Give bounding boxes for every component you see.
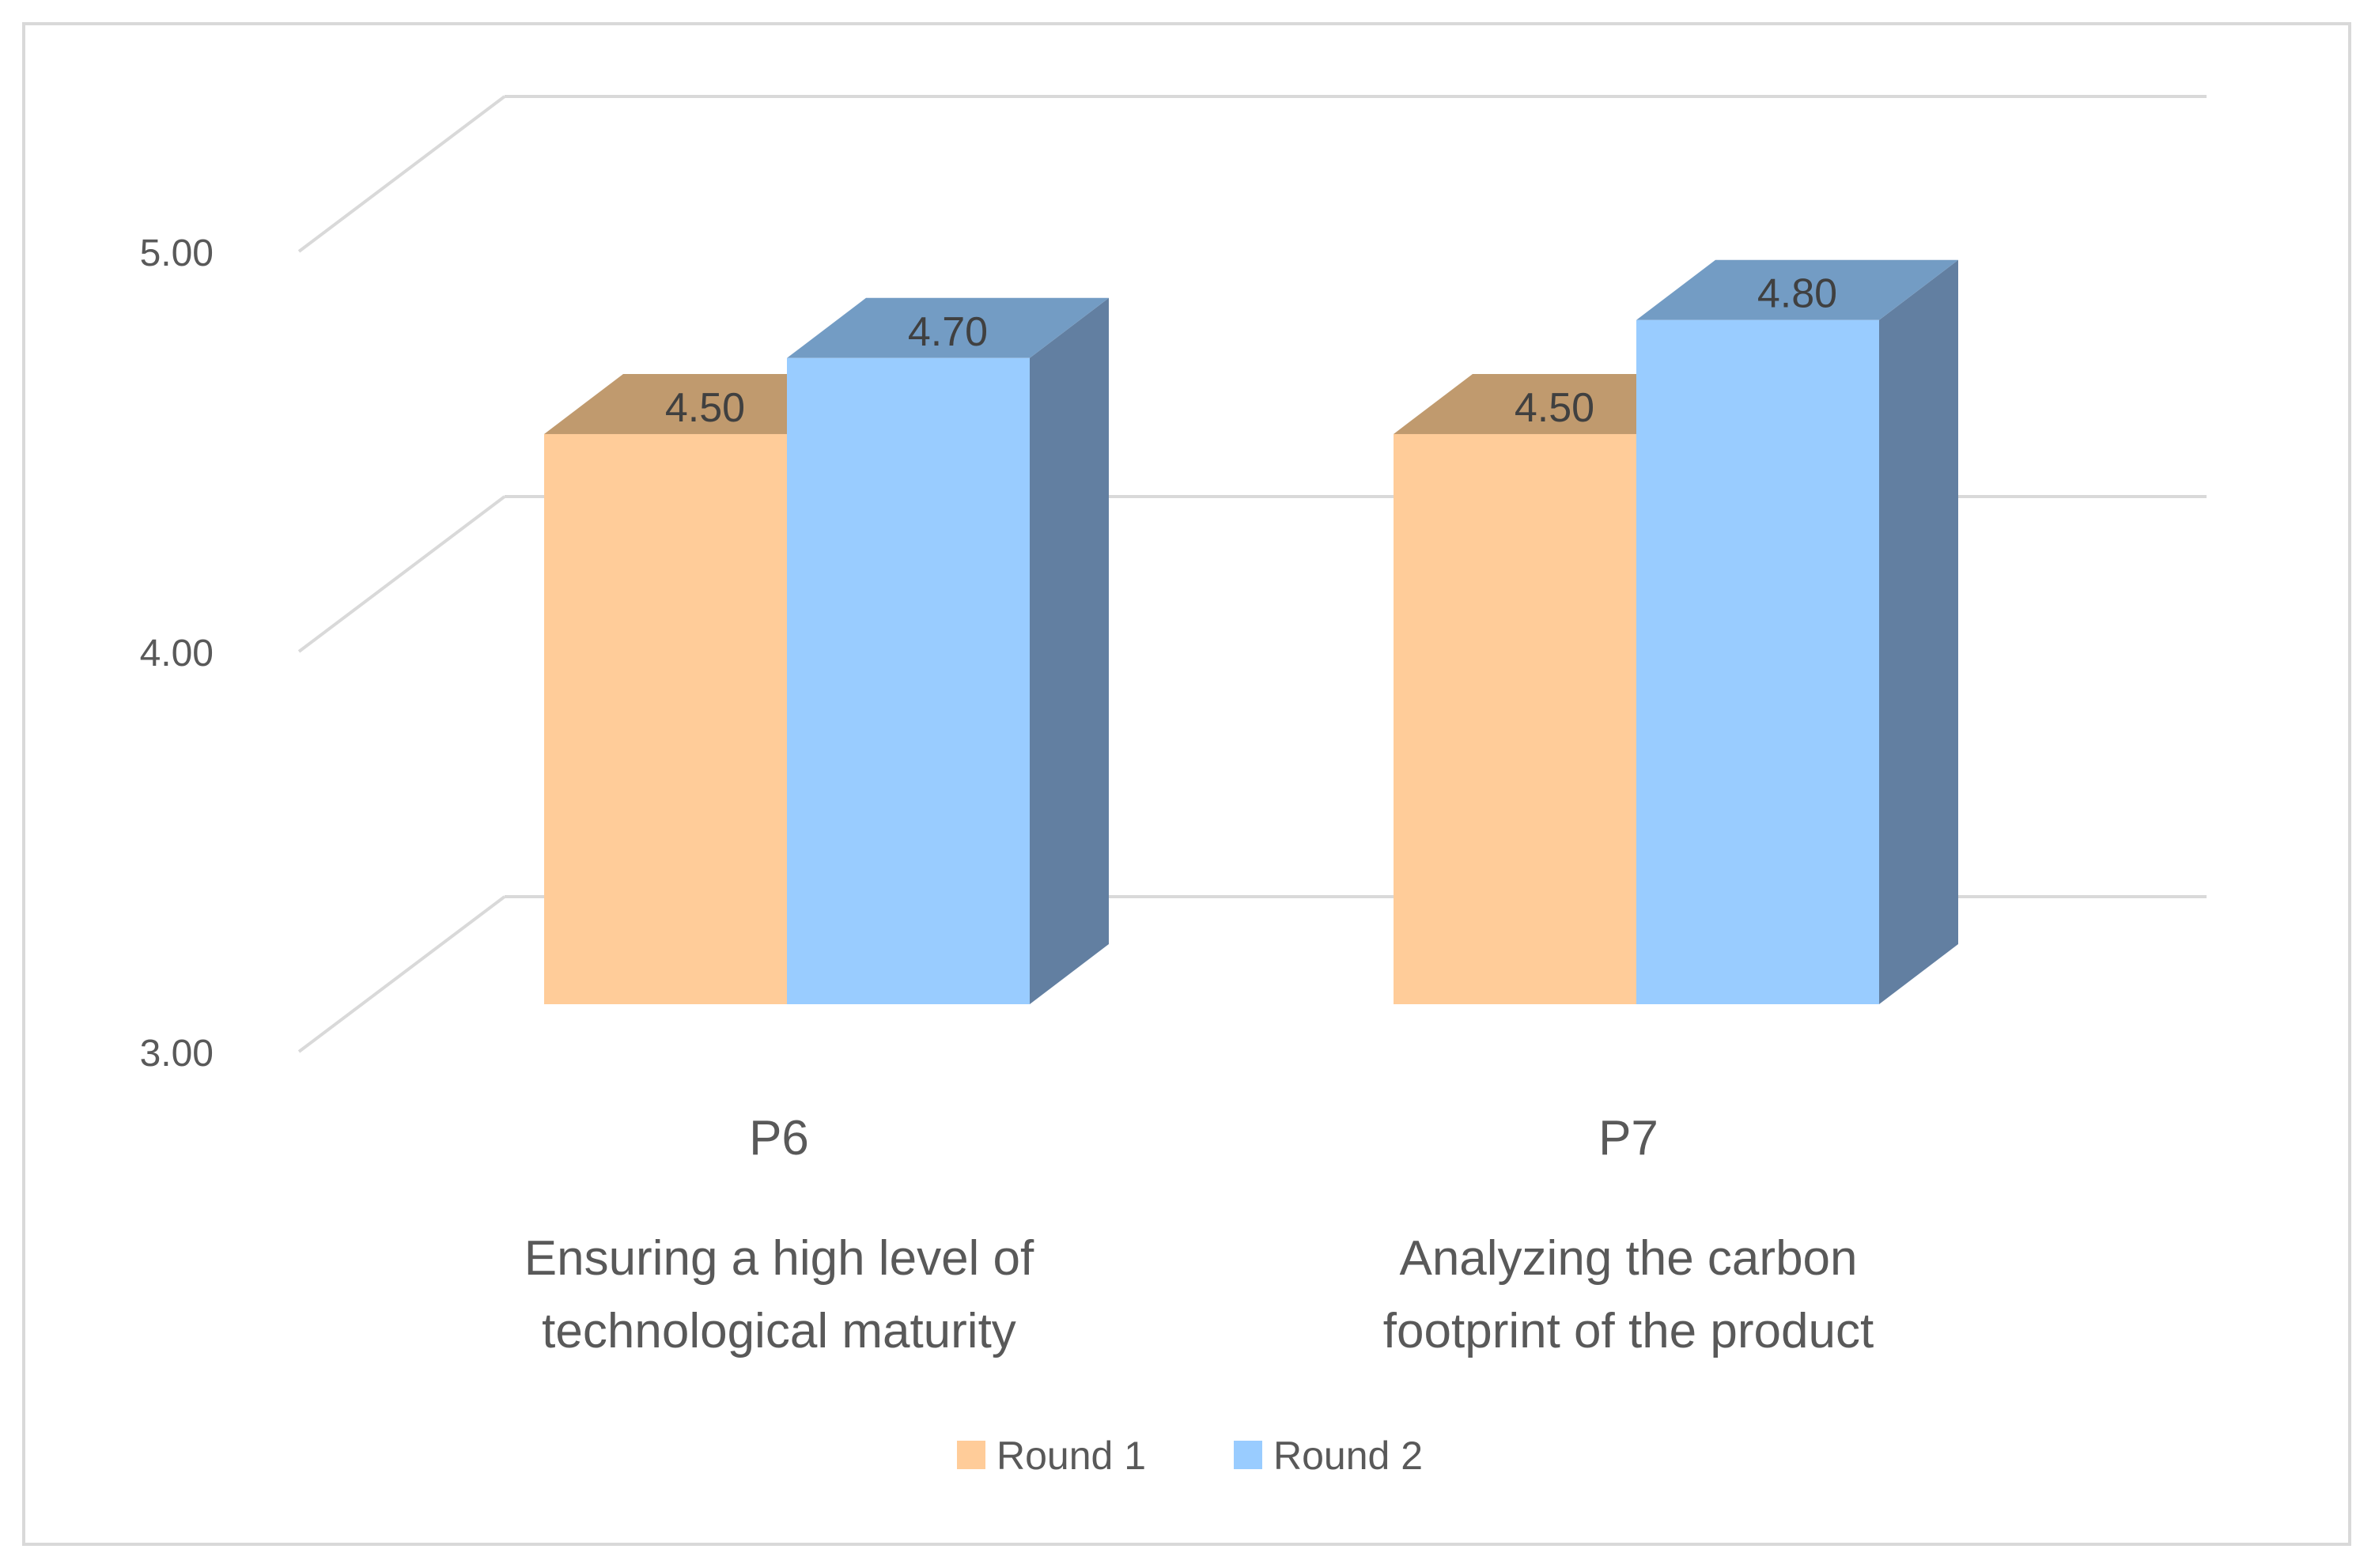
category-labels: P6 Ensuring a high level of technological … — [524, 1111, 1874, 1358]
gridline-diagonal — [297, 495, 506, 653]
legend: Round 1 Round 2 — [957, 1434, 1423, 1478]
category-description: Analyzing the carbon — [1399, 1231, 1857, 1286]
category-code: P7 — [1598, 1111, 1658, 1166]
legend-label: Round 2 — [1273, 1434, 1423, 1478]
legend-label: Round 1 — [997, 1434, 1146, 1478]
gridline-diagonal — [297, 895, 506, 1053]
data-label: 4.70 — [908, 309, 988, 355]
bar-side — [1879, 259, 1958, 1004]
bar-top — [1636, 259, 1958, 320]
y-tick-label: 5.00 — [140, 232, 214, 274]
bar-top — [787, 297, 1109, 358]
category-description: Ensuring a high level of — [524, 1231, 1034, 1286]
bar-top — [544, 373, 866, 434]
y-tick-label: 3.00 — [140, 1033, 214, 1075]
category-description: footprint of the product — [1383, 1304, 1874, 1358]
bar — [1394, 433, 1636, 1004]
gridline-diagonal — [297, 95, 506, 253]
bar — [1636, 319, 1879, 1004]
bars — [544, 259, 1958, 1004]
data-label: 4.50 — [1515, 385, 1594, 431]
data-label: 4.80 — [1757, 271, 1837, 317]
bar — [544, 433, 787, 1004]
bar — [787, 357, 1030, 1004]
category-description: technological maturity — [542, 1304, 1016, 1358]
legend-swatch — [1234, 1441, 1262, 1469]
data-label: 4.50 — [665, 385, 745, 431]
bar-side — [1030, 297, 1109, 1004]
data-labels: 4.50 4.70 4.50 4.80 — [665, 271, 1837, 431]
category-code: P6 — [749, 1111, 809, 1166]
y-axis-ticks: 3.00 4.00 5.00 — [140, 232, 214, 1075]
bar-top — [1394, 373, 1715, 434]
legend-swatch — [957, 1441, 985, 1469]
y-tick-label: 4.00 — [140, 633, 214, 674]
chart-frame — [22, 22, 2351, 1546]
